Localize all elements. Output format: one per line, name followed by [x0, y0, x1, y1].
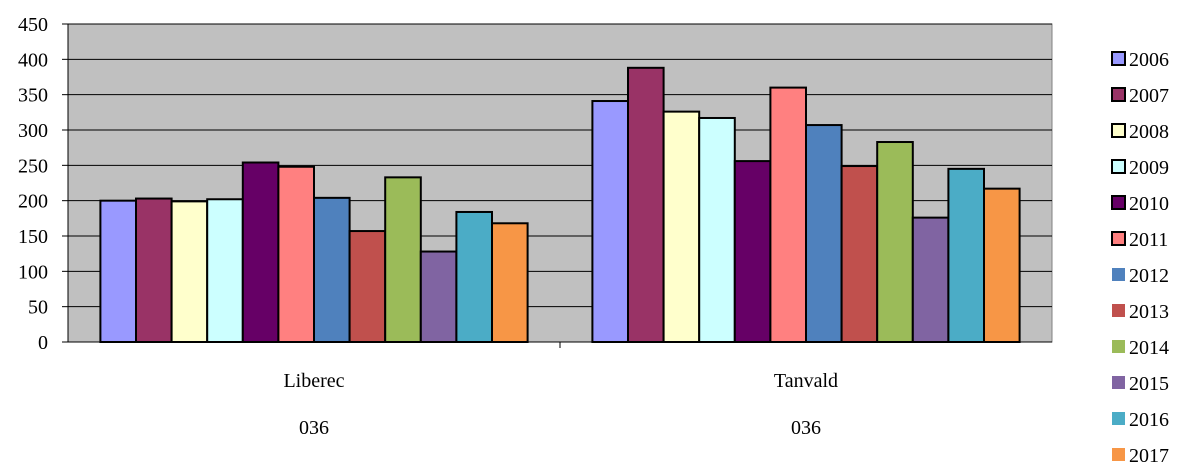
bar-tanvald-2016: [947, 167, 986, 343]
legend-label-2011: 2011: [1129, 229, 1168, 251]
legend-label-2012: 2012: [1129, 265, 1169, 287]
x-category-sublabel: 036: [299, 417, 329, 439]
legend-swatch-2007: [1111, 87, 1126, 102]
bar-liberec-2006: [99, 199, 137, 343]
legend-label-2010: 2010: [1129, 193, 1169, 215]
legend-swatch-2014: [1112, 340, 1125, 353]
bar-tanvald-2013: [840, 165, 879, 343]
y-tick-label: 0: [38, 332, 48, 354]
axes: [62, 23, 1052, 348]
legend-label-2007: 2007: [1129, 85, 1169, 107]
legend-label-2006: 2006: [1129, 49, 1169, 71]
legend: 2006 2007 2008 2009 2010 2011 2012 2013 2014 2015…: [1111, 49, 1169, 467]
bar-liberec-2015: [419, 250, 458, 343]
legend-label-2008: 2008: [1129, 121, 1169, 143]
x-category-label: Liberec: [283, 370, 344, 392]
bar-tanvald-2011: [769, 86, 808, 343]
legend-swatch-2011: [1111, 231, 1126, 246]
y-tick-label: 150: [18, 226, 48, 248]
bar-liberec-2014: [384, 176, 422, 343]
legend-swatch-2015: [1112, 376, 1125, 389]
bar-tanvald-2015: [911, 216, 950, 343]
legend-swatch-2016: [1112, 412, 1125, 425]
bar-tanvald-2008: [662, 110, 701, 343]
bar-tanvald-2007: [627, 66, 665, 344]
bar-tanvald-2010: [733, 160, 772, 343]
legend-swatch-2013: [1112, 304, 1125, 317]
y-tick-label: 250: [18, 155, 48, 177]
y-tick-label: 350: [18, 85, 48, 107]
bar-tanvald-2006: [591, 100, 630, 343]
legend-swatch-2012: [1112, 268, 1125, 281]
legend-swatch-2008: [1111, 123, 1126, 138]
legend-label-2017: 2017: [1129, 445, 1169, 467]
y-tick-label: 100: [18, 261, 48, 283]
bar-liberec-2017: [491, 222, 529, 343]
bar-liberec-2012: [313, 196, 351, 343]
legend-label-2009: 2009: [1129, 157, 1169, 179]
legend-swatch-2017: [1112, 448, 1125, 461]
bars: [99, 66, 1021, 344]
x-category-sublabel: 036: [791, 417, 821, 439]
bar-liberec-2008: [170, 200, 209, 343]
legend-swatch-2006: [1111, 51, 1126, 66]
bar-liberec-2009: [206, 198, 244, 343]
bar-liberec-2011: [277, 165, 315, 343]
y-tick-label: 50: [28, 297, 48, 319]
legend-swatch-2010: [1111, 195, 1126, 210]
y-tick-label: 300: [18, 120, 48, 142]
legend-label-2014: 2014: [1129, 337, 1169, 359]
bar-tanvald-2012: [805, 124, 843, 344]
bar-liberec-2013: [348, 230, 387, 343]
bar-liberec-2007: [135, 197, 173, 343]
bar-tanvald-2017: [983, 187, 1021, 343]
legend-label-2016: 2016: [1129, 409, 1169, 431]
bar-liberec-2010: [241, 161, 280, 343]
legend-label-2015: 2015: [1129, 373, 1169, 395]
y-tick-label: 200: [18, 191, 48, 213]
bar-tanvald-2014: [876, 141, 914, 343]
x-category-labels: Liberec 036 Tanvald 036: [283, 370, 838, 439]
bar-tanvald-2009: [698, 116, 736, 343]
y-tick-label: 450: [18, 14, 48, 36]
bar-liberec-2016: [455, 210, 493, 343]
y-tick-label: 400: [18, 49, 48, 71]
legend-label-2013: 2013: [1129, 301, 1169, 323]
x-category-label: Tanvald: [774, 370, 838, 392]
y-tick-labels: 0 50 100 150 200 250 300 350 400 450: [18, 14, 48, 354]
legend-swatch-2009: [1111, 159, 1126, 174]
